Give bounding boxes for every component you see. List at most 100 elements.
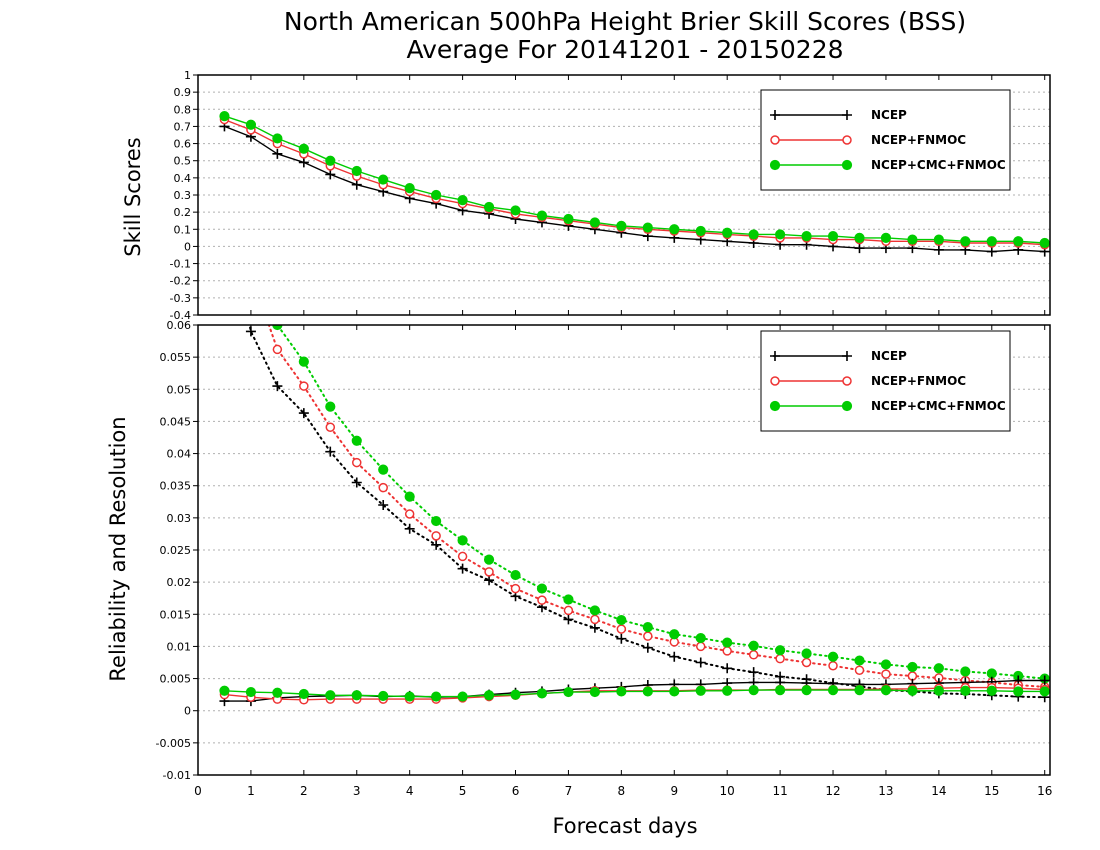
data-point-ncep-cmc-fnmoc-reliability: [483, 690, 495, 701]
data-point-ncep-cmc-fnmoc: [695, 225, 706, 237]
data-point-ncep-cmc-fnmoc-reliability: [722, 685, 733, 696]
plot-frame: [197, 74, 1051, 316]
data-point-ncep-cmc-fnmoc-resolution: [801, 648, 812, 659]
data-point-ncep-resolution: [642, 642, 653, 653]
data-point-ncep-cmc-fnmoc-resolution: [827, 651, 839, 662]
data-point-ncep-cmc-fnmoc-resolution: [431, 515, 442, 527]
x-tick-label: 10: [720, 784, 735, 798]
data-point-ncep: [298, 157, 309, 168]
data-point-ncep-fnmoc-resolution: [220, 173, 228, 181]
data-point-ncep-resolution: [722, 663, 733, 674]
data-point-ncep-cmc-fnmoc-reliability: [616, 686, 627, 697]
data-point-ncep-cmc-fnmoc: [960, 236, 971, 247]
y-tick-label: 0.04: [167, 448, 192, 461]
x-tick-label: 6: [512, 784, 520, 798]
data-point-ncep-fnmoc-resolution: [325, 422, 336, 432]
data-point-ncep-resolution: [695, 657, 706, 668]
data-point-ncep-cmc-fnmoc-reliability: [960, 685, 971, 696]
data-point-ncep-cmc-fnmoc: [483, 201, 495, 213]
data-point-ncep-cmc-fnmoc-reliability: [272, 687, 283, 698]
data-point-ncep-fnmoc-resolution: [616, 624, 627, 634]
top-y-axis-title: Skill Scores: [121, 137, 145, 256]
y-tick-label: 0.01: [167, 640, 192, 653]
data-point-ncep-cmc-fnmoc-resolution: [272, 325, 283, 331]
x-tick-label: 4: [406, 784, 414, 798]
data-point-ncep-cmc-fnmoc-reliability: [589, 686, 600, 698]
legend-marker: [841, 400, 853, 412]
x-tick-label: 5: [459, 784, 467, 798]
legend-marker: [842, 135, 852, 145]
data-point-ncep-cmc-fnmoc-reliability: [1013, 686, 1024, 697]
data-point-ncep-cmc-fnmoc-reliability: [536, 688, 548, 699]
data-point-ncep-cmc-fnmoc: [1039, 237, 1050, 249]
y-tick-label: 0: [184, 705, 191, 718]
panel-reliability-resolution: -0.01 -0.005 0 0.005 0.01 0.015 0.02 0.025 0.03 0…: [156, 173, 1051, 782]
data-point-ncep-fnmoc-resolution: [537, 595, 547, 605]
legend-label: NCEP+CMC+FNMOC: [871, 399, 1006, 413]
data-point-ncep-cmc-fnmoc: [325, 155, 336, 166]
y-tick-label: -0.01: [163, 769, 191, 782]
data-point-ncep-cmc-fnmoc-reliability: [669, 686, 680, 697]
data-point-ncep-cmc-fnmoc-reliability: [325, 690, 336, 701]
x-tick-label: 2: [300, 784, 308, 798]
data-point-ncep-reliability: [1039, 675, 1050, 686]
data-point-ncep-cmc-fnmoc-resolution: [404, 491, 415, 502]
data-point-ncep-fnmoc-resolution: [590, 614, 600, 625]
x-tick-label: 12: [825, 784, 840, 798]
x-tick-label: 1: [247, 784, 255, 798]
data-point-ncep-cmc-fnmoc-resolution: [325, 401, 336, 412]
data-point-ncep-resolution: [351, 477, 362, 488]
data-point-ncep-fnmoc-resolution: [563, 605, 574, 616]
x-tick-label: 9: [670, 784, 678, 798]
data-point-ncep-cmc-fnmoc-reliability: [351, 690, 362, 701]
data-point-ncep-cmc-fnmoc-resolution: [775, 645, 786, 656]
data-point-ncep-cmc-fnmoc: [510, 205, 521, 216]
data-point-ncep-cmc-fnmoc-reliability: [933, 685, 944, 696]
y-tick-label: 0.5: [174, 155, 192, 168]
chart-title: North American 500hPa Height Brier Skill…: [284, 7, 966, 36]
data-point-ncep-cmc-fnmoc-resolution: [854, 655, 865, 666]
bottom-y-axis-title: Reliability and Resolution: [106, 416, 130, 681]
data-point-ncep-resolution: [219, 204, 229, 214]
data-point-ncep-cmc-fnmoc-resolution: [669, 629, 680, 640]
data-point-ncep-fnmoc-resolution: [854, 665, 865, 675]
data-point-ncep-cmc-fnmoc: [351, 165, 362, 177]
data-point-ncep-fnmoc-resolution: [801, 657, 812, 668]
data-point-ncep-cmc-fnmoc-resolution: [722, 637, 733, 648]
y-tick-label: 0.035: [160, 480, 192, 493]
data-point-ncep-fnmoc-resolution: [775, 653, 785, 664]
data-point-ncep-cmc-fnmoc-reliability: [748, 685, 759, 696]
legend-label: NCEP+FNMOC: [871, 133, 966, 147]
data-point-ncep-fnmoc-resolution: [748, 650, 759, 660]
chart-subtitle: Average For 20141201 - 20150228: [406, 35, 843, 64]
y-tick-label: 0.6: [174, 138, 192, 151]
data-point-ncep-cmc-fnmoc: [616, 220, 627, 231]
data-point-ncep-fnmoc-resolution: [404, 509, 415, 519]
y-tick-label: 0.4: [174, 172, 192, 185]
data-point-ncep-resolution: [298, 408, 309, 419]
data-point-ncep-cmc-fnmoc-reliability: [907, 685, 918, 696]
data-point-ncep-resolution: [669, 651, 680, 662]
data-point-ncep-cmc-fnmoc: [404, 183, 415, 194]
data-point-ncep-cmc-fnmoc-reliability: [827, 685, 839, 696]
y-tick-label: 0.2: [174, 206, 192, 219]
data-point-ncep-fnmoc-resolution: [299, 381, 309, 391]
series-group: [219, 111, 1050, 257]
data-point-ncep-cmc-fnmoc: [880, 232, 892, 243]
data-point-ncep-cmc-fnmoc: [536, 210, 548, 221]
data-point-ncep-resolution: [748, 667, 759, 678]
data-point-ncep-fnmoc-resolution: [484, 567, 494, 577]
legend-label: NCEP+FNMOC: [871, 374, 966, 388]
data-point-ncep-resolution: [325, 446, 336, 457]
data-point-ncep-resolution: [589, 622, 600, 633]
data-point-ncep-cmc-fnmoc-resolution: [960, 666, 971, 677]
x-tick-label: 8: [618, 784, 626, 798]
legend-marker: [842, 110, 852, 120]
legend-marker: [841, 159, 853, 171]
data-point-ncep-cmc-fnmoc: [907, 234, 918, 245]
data-point-ncep: [986, 246, 997, 257]
data-point-ncep-cmc-fnmoc-resolution: [457, 535, 468, 546]
data-point-ncep-cmc-fnmoc: [986, 236, 997, 247]
data-point-ncep-cmc-fnmoc-resolution: [933, 663, 944, 674]
